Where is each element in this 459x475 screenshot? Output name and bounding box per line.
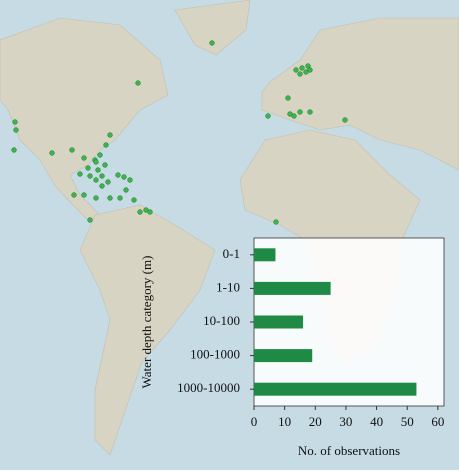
site-marker <box>93 195 99 201</box>
site-marker <box>87 217 93 223</box>
site-marker <box>209 40 215 46</box>
greenland <box>174 0 251 56</box>
site-marker <box>123 187 129 193</box>
y-tick-label: 10-100 <box>203 313 240 328</box>
south-america <box>79 204 216 456</box>
site-marker <box>93 159 99 165</box>
site-marker <box>97 152 103 158</box>
site-marker <box>107 195 113 201</box>
bar <box>254 382 417 396</box>
x-axis-title: No. of observations <box>298 443 400 458</box>
y-tick-label: 1000-10000 <box>177 380 240 395</box>
site-marker <box>342 117 348 123</box>
north-america <box>0 17 169 223</box>
site-marker <box>13 127 19 133</box>
site-marker <box>135 80 141 86</box>
site-marker <box>99 173 105 179</box>
site-marker <box>81 155 87 161</box>
bar <box>254 248 276 262</box>
site-marker <box>85 165 91 171</box>
site-marker <box>81 192 87 198</box>
site-marker <box>265 113 271 119</box>
site-marker <box>102 162 108 168</box>
site-marker <box>77 171 83 177</box>
site-marker <box>69 147 75 153</box>
eurasia <box>261 17 459 171</box>
site-marker <box>293 67 299 73</box>
observation-sites <box>11 40 348 225</box>
site-marker <box>307 67 313 73</box>
y-tick-label: 100-1000 <box>190 347 240 362</box>
site-marker <box>291 113 297 119</box>
x-tick-label: 60 <box>431 414 444 429</box>
site-marker <box>115 172 121 178</box>
site-marker <box>285 95 291 101</box>
site-marker <box>49 150 55 156</box>
site-marker <box>299 65 305 71</box>
site-marker <box>127 177 133 183</box>
site-marker <box>103 142 109 148</box>
y-tick-label: 1-10 <box>216 279 240 294</box>
site-marker <box>93 177 99 183</box>
site-marker <box>307 109 313 115</box>
site-marker <box>147 209 153 215</box>
x-tick-label: 50 <box>401 414 414 429</box>
site-marker <box>131 197 137 203</box>
site-marker <box>95 167 101 173</box>
site-marker <box>11 147 17 153</box>
x-tick-label: 40 <box>370 414 383 429</box>
site-marker <box>121 174 127 180</box>
site-marker <box>273 219 279 225</box>
site-marker <box>107 132 113 138</box>
y-tick-label: 0-1 <box>223 246 240 261</box>
bar <box>254 315 304 329</box>
site-marker <box>12 119 18 125</box>
site-marker <box>105 179 111 185</box>
site-marker <box>137 209 143 215</box>
x-tick-label: 20 <box>309 414 322 429</box>
x-tick-label: 10 <box>278 414 291 429</box>
site-marker <box>297 71 303 77</box>
x-tick-label: 30 <box>339 414 352 429</box>
site-marker <box>99 183 105 189</box>
bar <box>254 281 331 295</box>
site-marker <box>87 173 93 179</box>
site-marker <box>117 195 123 201</box>
site-marker <box>297 109 303 115</box>
bar <box>254 349 313 363</box>
site-marker <box>71 192 77 198</box>
y-axis-title: Water depth category (m) <box>139 256 154 389</box>
x-tick-label: 0 <box>251 414 258 429</box>
